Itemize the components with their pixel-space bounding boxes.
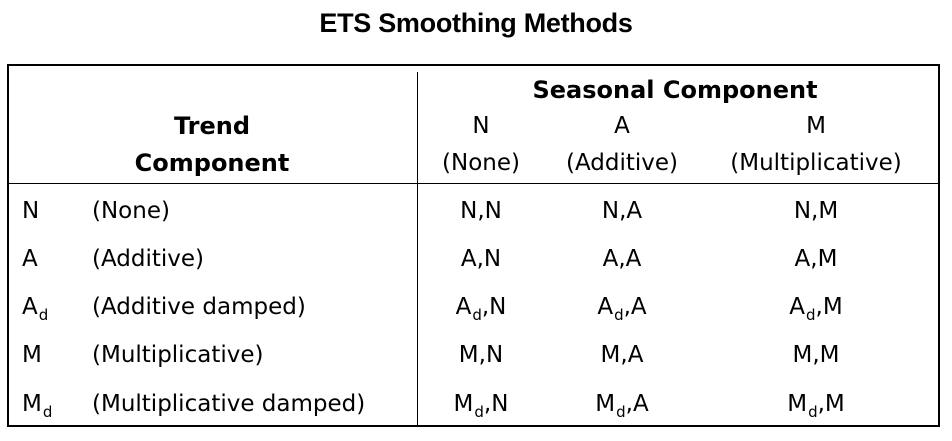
seasonal-code: ,A [623,294,647,320]
damped-subscript: d [616,403,626,421]
seasonal-code: ,A [620,342,644,368]
seasonal-column-label: (None) [442,150,520,176]
method-cell: Ad,M [789,293,843,324]
code-letter: A [22,246,38,272]
seasonal-code: ,N [481,294,507,320]
method-cell: Ad,N [455,293,507,324]
trend-label: (None) [92,198,170,224]
method-cell: N,M [794,197,838,225]
seasonal-code: ,M [812,342,840,368]
damped-subscript: d [42,403,53,421]
trend-label: (Multiplicative damped) [92,391,366,417]
damped-subscript: d [472,306,482,324]
code-letter: M [600,342,621,368]
code-letter: N [460,198,478,224]
method-cell: M,M [792,341,839,369]
code-letter: M [453,391,474,417]
code-letter: M [595,391,616,417]
seasonal-column-code: M [806,113,826,139]
seasonal-column-code: N [472,113,490,139]
seasonal-code: ,M [817,391,845,417]
header-divider [7,183,940,184]
code-letter: M [22,342,42,368]
method-cell: N,A [602,197,642,225]
code-letter: M [22,391,42,417]
method-cell: A,A [603,245,642,273]
method-cell: M,N [459,341,503,369]
seasonal-column-label: (Additive) [565,150,679,176]
table-frame [7,64,940,427]
code-letter: M [458,342,479,368]
trend-code: Ad [22,293,49,324]
method-cell: M,A [601,341,644,369]
code-letter: A [789,294,806,320]
code-letter: A [602,246,619,272]
code-letter: M [792,342,813,368]
seasonal-column-label: (Multiplicative) [730,150,902,176]
method-cell: Md,M [787,390,845,421]
method-cell: Ad,A [597,293,647,324]
seasonal-code: ,N [476,246,502,272]
trend-code: M [22,341,42,369]
method-cell: A,M [795,245,838,273]
seasonal-component-title: Seasonal Component [532,76,818,104]
code-letter: N [22,198,40,224]
method-cell: N,N [460,197,502,225]
code-letter: A [794,246,811,272]
seasonal-code: ,M [810,246,838,272]
seasonal-code: ,N [483,391,509,417]
trend-label: (Multiplicative) [92,342,264,368]
seasonal-code: ,N [477,198,502,224]
seasonal-code: ,N [478,342,504,368]
seasonal-code: ,A [619,198,643,224]
damped-subscript: d [474,403,484,421]
code-letter: N [793,198,812,224]
damped-subscript: d [614,306,624,324]
damped-subscript: d [38,306,49,324]
code-letter: A [455,294,472,320]
trend-component-title-line1: Trend [173,112,251,140]
code-letter: A [460,246,477,272]
column-divider [417,72,418,427]
trend-code: Md [22,390,53,421]
seasonal-code: ,M [815,294,843,320]
damped-subscript: d [806,306,816,324]
seasonal-code: ,M [811,198,839,224]
trend-code: N [22,197,39,225]
seasonal-column-code: A [614,113,630,139]
seasonal-code: ,A [625,391,649,417]
page-title: ETS Smoothing Methods [319,8,633,38]
code-letter: N [601,198,620,224]
method-cell: Md,A [595,390,649,421]
code-letter: A [597,294,614,320]
damped-subscript: d [808,403,818,421]
method-cell: Md,N [453,390,509,421]
seasonal-code: ,A [618,246,642,272]
trend-component-title-line2: Component [134,149,290,177]
method-cell: A,N [461,245,501,273]
trend-label: (Additive) [92,246,205,272]
code-letter: A [22,294,38,320]
trend-label: (Additive damped) [92,294,306,320]
trend-code: A [22,245,38,273]
code-letter: M [787,391,808,417]
